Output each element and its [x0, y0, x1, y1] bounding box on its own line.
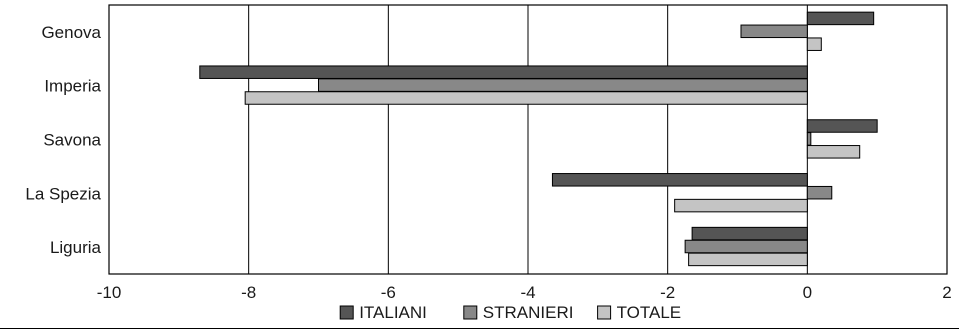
bar-totale-genova [806, 37, 822, 51]
legend-label-stranieri: STRANIERI [483, 303, 574, 322]
bar-totale-la-spezia [674, 198, 808, 213]
x-tick-label: 2 [942, 283, 951, 302]
category-label: La Spezia [25, 184, 101, 203]
plot-frame [108, 4, 948, 275]
x-tick-label: -10 [97, 283, 122, 302]
legend-swatch-stranieri [463, 305, 478, 320]
legend-swatch-totale [597, 305, 612, 320]
legend: ITALIANI STRANIERI TOTALE [339, 303, 682, 322]
category-label: Savona [43, 131, 101, 150]
legend-label-italiani: ITALIANI [359, 303, 427, 322]
bar-stranieri-imperia [318, 78, 808, 92]
category-label: Imperia [44, 77, 101, 96]
bar-stranieri-la-spezia [806, 185, 833, 200]
x-tick-labels: -10 -8 -6 -4 -2 0 2 [97, 283, 952, 302]
category-labels: Genova Imperia Savona La Spezia Liguria [25, 23, 101, 257]
bar-italiani-la-spezia [551, 173, 808, 187]
bars-group [199, 11, 878, 267]
bar-totale-liguria [688, 252, 808, 267]
x-tick-label: -6 [381, 283, 396, 302]
bar-stranieri-liguria [684, 239, 808, 254]
bar-italiani-savona [806, 119, 878, 133]
category-label: Liguria [50, 238, 102, 257]
bar-stranieri-savona [806, 132, 812, 146]
category-label: Genova [41, 23, 101, 42]
x-tick-label: -8 [241, 283, 256, 302]
bar-totale-imperia [244, 91, 808, 105]
bar-italiani-liguria [691, 226, 808, 241]
x-tick-label: 0 [803, 283, 812, 302]
bar-totale-savona [806, 145, 861, 159]
bar-stranieri-genova [740, 24, 808, 39]
bar-italiani-imperia [199, 65, 808, 79]
legend-label-totale: TOTALE [617, 303, 682, 322]
x-tick-label: -4 [520, 283, 535, 302]
bar-italiani-genova [806, 11, 875, 26]
legend-swatch-italiani [339, 305, 354, 320]
x-tick-label: -2 [660, 283, 675, 302]
